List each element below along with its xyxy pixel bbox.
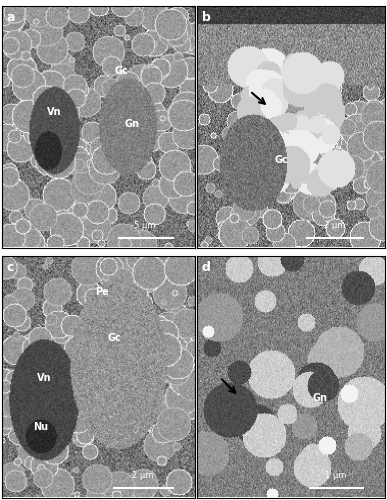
Text: a: a (7, 10, 15, 24)
Text: Gn: Gn (312, 392, 327, 402)
Text: Gc: Gc (115, 66, 128, 76)
Text: Pe: Pe (95, 287, 109, 297)
Text: c: c (7, 260, 14, 274)
Text: Gn: Gn (124, 120, 139, 130)
Text: b: b (202, 10, 211, 24)
Text: Vn: Vn (37, 374, 51, 384)
Text: 1 µm: 1 µm (325, 470, 346, 480)
Text: Gc: Gc (108, 332, 122, 342)
Text: 5 µm: 5 µm (134, 221, 156, 230)
Text: 2 µm: 2 µm (132, 470, 154, 480)
Text: Nu: Nu (34, 422, 49, 432)
Text: 2 µm: 2 µm (324, 221, 345, 230)
Text: d: d (202, 260, 211, 274)
Text: Gc: Gc (275, 156, 289, 166)
Text: Vn: Vn (47, 107, 62, 117)
